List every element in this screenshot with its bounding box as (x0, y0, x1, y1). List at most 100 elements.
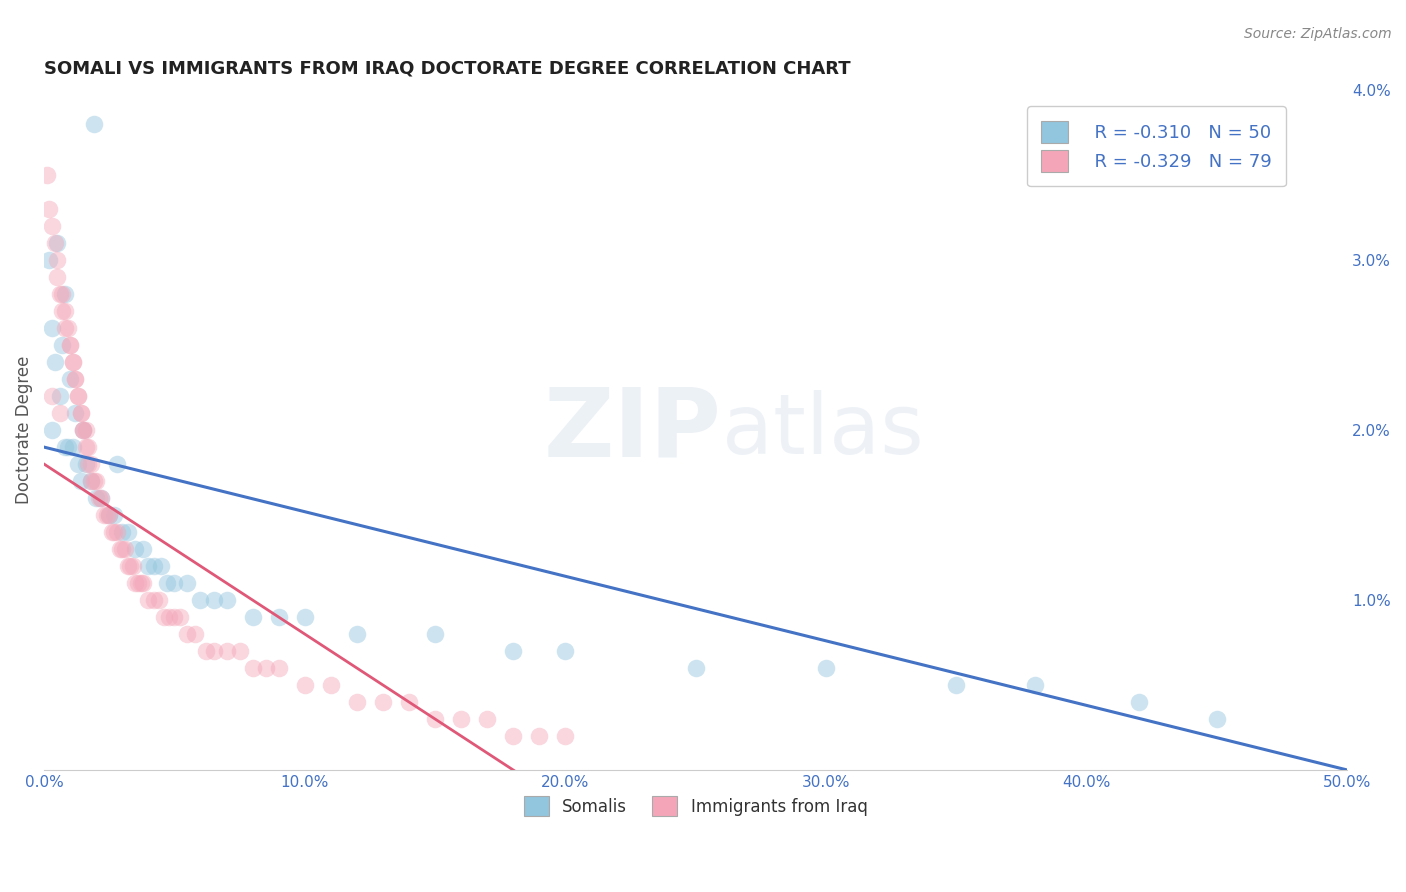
Point (176, 627, 198, 641)
Point (685, 661, 707, 675)
Text: Source: ZipAtlas.com: Source: ZipAtlas.com (1244, 27, 1392, 41)
Point (75, 440, 97, 454)
Point (80, 474, 103, 488)
Point (48, 287, 70, 301)
Point (72, 423, 94, 437)
Text: atlas: atlas (721, 390, 924, 471)
Point (105, 457, 128, 471)
Point (56, 321, 79, 335)
Point (267, 661, 290, 675)
Point (477, 712, 499, 726)
Point (215, 644, 238, 658)
Point (103, 508, 125, 522)
Point (163, 610, 186, 624)
Point (254, 661, 277, 675)
Legend: Somalis, Immigrants from Iraq: Somalis, Immigrants from Iraq (517, 789, 875, 822)
Point (132, 542, 155, 557)
Point (38, 253, 60, 268)
Point (77, 457, 100, 471)
Point (38, 202, 60, 217)
Point (423, 627, 446, 641)
Point (93, 508, 115, 522)
Point (41, 389, 63, 403)
Point (267, 610, 290, 624)
Point (51, 287, 73, 301)
Point (56, 440, 79, 454)
Point (62, 355, 84, 369)
Point (1024, 678, 1046, 692)
Point (98, 508, 121, 522)
Point (83, 474, 105, 488)
Point (66, 389, 89, 403)
Point (176, 576, 198, 591)
Point (117, 525, 139, 540)
Point (346, 627, 368, 641)
Point (450, 712, 472, 726)
Point (84, 491, 107, 505)
Point (129, 576, 152, 591)
Point (72, 423, 94, 437)
Point (59, 372, 82, 386)
Point (554, 644, 576, 658)
Point (65, 372, 87, 386)
Point (346, 695, 368, 709)
Point (62, 440, 84, 454)
Point (48, 406, 70, 420)
Point (96, 508, 118, 522)
Point (194, 644, 217, 658)
Point (75, 457, 97, 471)
Point (80, 457, 103, 471)
Point (69, 474, 91, 488)
Point (66, 457, 89, 471)
Point (228, 644, 250, 658)
Point (53, 287, 76, 301)
Point (814, 661, 837, 675)
Point (72, 423, 94, 437)
Point (84, 474, 107, 488)
Point (46, 253, 69, 268)
Point (169, 610, 191, 624)
Point (127, 576, 149, 591)
Point (53, 321, 76, 335)
Point (215, 593, 238, 607)
Point (202, 593, 225, 607)
Text: SOMALI VS IMMIGRANTS FROM IRAQ DOCTORATE DEGREE CORRELATION CHART: SOMALI VS IMMIGRANTS FROM IRAQ DOCTORATE… (44, 60, 851, 78)
Point (138, 593, 160, 607)
Point (242, 661, 264, 675)
Point (138, 559, 160, 574)
Point (75, 423, 97, 437)
Point (132, 576, 155, 591)
Point (142, 593, 165, 607)
Y-axis label: Doctorate Degree: Doctorate Degree (15, 356, 32, 504)
Point (44, 355, 66, 369)
Point (202, 644, 225, 658)
Point (554, 729, 576, 743)
Point (155, 576, 177, 591)
Point (46, 236, 69, 251)
Point (319, 678, 342, 692)
Point (945, 678, 967, 692)
Point (529, 729, 551, 743)
Point (87, 491, 110, 505)
Point (53, 304, 76, 318)
Point (120, 559, 142, 574)
Point (242, 610, 264, 624)
Point (105, 525, 128, 540)
Point (111, 525, 134, 540)
Point (65, 406, 87, 420)
Point (41, 423, 63, 437)
Point (98, 508, 121, 522)
Point (80, 474, 103, 488)
Point (111, 542, 134, 557)
Point (190, 593, 212, 607)
Point (124, 576, 146, 591)
Point (117, 559, 139, 574)
Point (35, 168, 58, 182)
Point (46, 270, 69, 285)
Point (124, 542, 146, 557)
Point (121, 559, 143, 574)
Point (142, 559, 165, 574)
Point (59, 338, 82, 352)
Point (69, 406, 91, 420)
Point (114, 542, 136, 557)
